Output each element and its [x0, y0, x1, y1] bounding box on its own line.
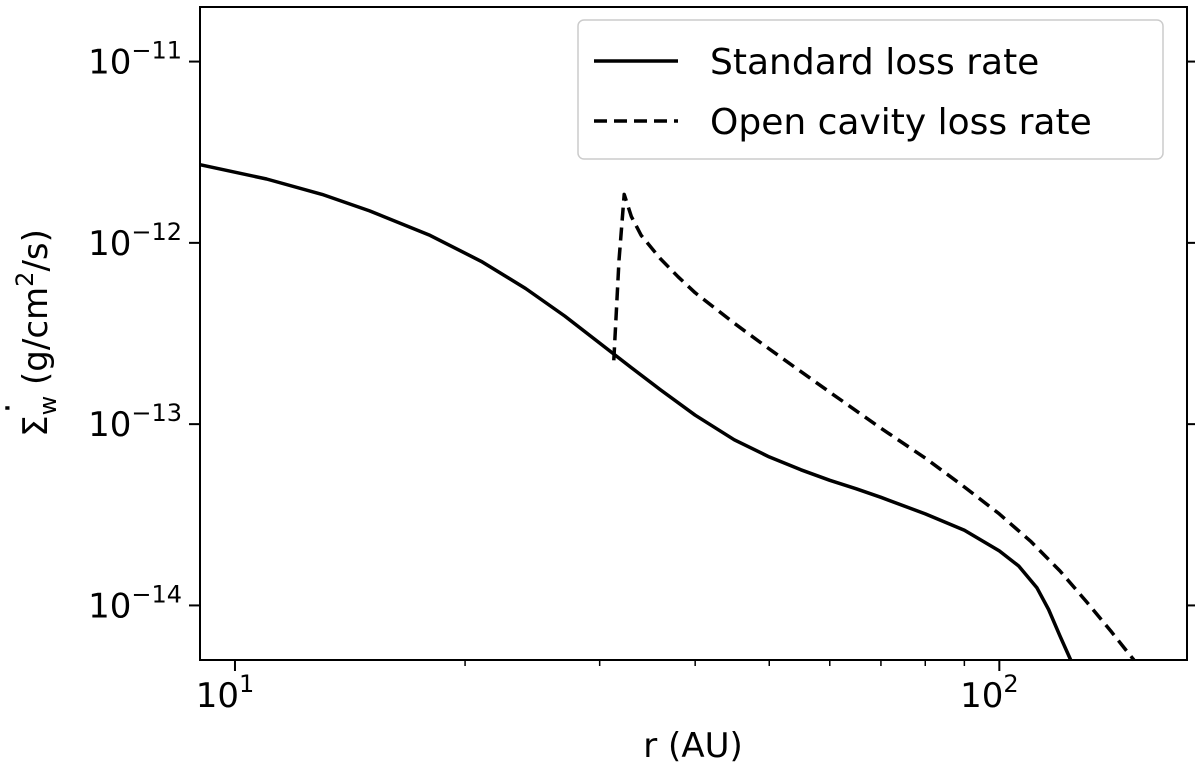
svg-text:Σw (g/cm2/s): Σw (g/cm2/s) [11, 229, 62, 437]
series-line-open-cavity [612, 192, 1136, 662]
series-line-standard [199, 162, 1073, 661]
y-axis-label-symbol: Σ [16, 415, 56, 436]
plot-marks [199, 162, 1136, 662]
y-axis-label-units-post: /s) [16, 229, 56, 271]
legend-frame [577, 19, 1164, 160]
x-tick-label: 101 [196, 670, 255, 716]
y-tick-label: 10−14 [88, 580, 182, 626]
legend: Standard loss rate Open cavity loss rate [577, 19, 1164, 160]
plot-frame [199, 6, 1188, 661]
y-tick-label: 10−13 [88, 399, 182, 445]
x-axis-label: r (AU) [643, 726, 742, 766]
y-tick-label: 10−11 [88, 37, 182, 83]
y-axis-label-units-pre: (g/cm [16, 287, 56, 396]
y-axis-label: Σw (g/cm2/s) · [0, 229, 62, 437]
y-axis-label-dot: · [0, 403, 28, 414]
legend-label-standard: Standard loss rate [710, 42, 1039, 83]
y-axis-label-subscript: w [34, 396, 62, 416]
x-tick-label: 102 [960, 670, 1019, 716]
y-tick-label: 10−12 [88, 218, 182, 264]
legend-label-open-cavity: Open cavity loss rate [710, 102, 1092, 143]
axis-ticks: 101 102 10−11 10−12 10−13 10−14 [88, 37, 1195, 716]
y-axis-label-units-exp: 2 [11, 272, 39, 287]
